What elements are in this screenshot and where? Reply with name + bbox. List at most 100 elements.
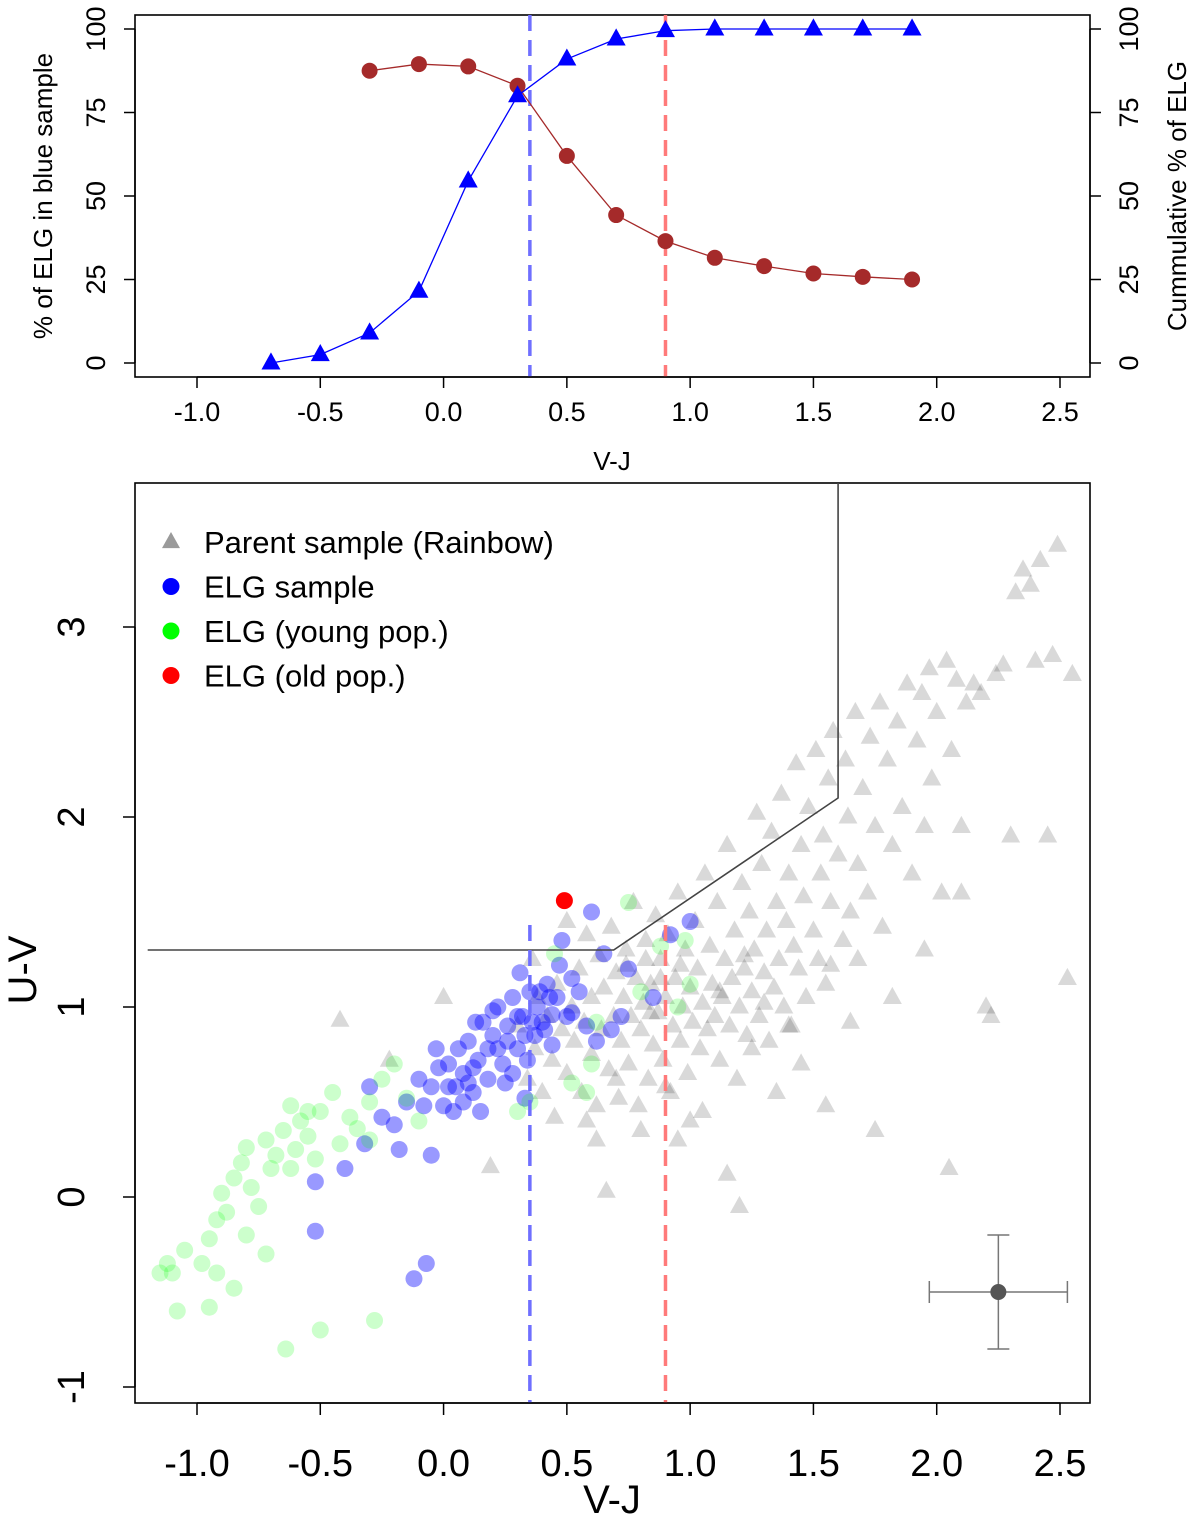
top-series-point (655, 20, 675, 38)
top-y-tick-label: 75 (81, 97, 111, 127)
parent-sample-point (1057, 967, 1077, 985)
parent-sample-point (582, 1043, 602, 1061)
elg-young-point (225, 1169, 243, 1187)
top-axes: -1.0 -0.5 0.0 0.5 1.0 1.5 2.0 2.5 0 0 25 25 50 50 75 75… (81, 6, 1144, 427)
parent-sample-point (939, 1157, 959, 1175)
parent-sample-point (912, 682, 932, 700)
bottom-y-tick-label: -1 (51, 1370, 93, 1404)
elg-point (538, 975, 556, 993)
parent-sample-point (683, 1011, 703, 1029)
top-series-point (805, 265, 822, 282)
parent-sample-point (754, 992, 774, 1010)
legend-marker-1 (162, 578, 180, 595)
series-3 (555, 892, 573, 910)
elg-point (435, 1097, 453, 1115)
parent-sample-point (811, 863, 831, 881)
parent-sample-point (725, 920, 745, 938)
parent-sample-point (771, 783, 791, 801)
parent-sample-point (527, 986, 547, 1004)
elg-point (405, 1270, 423, 1288)
bottom-y-tick-label: 0 (51, 1186, 93, 1207)
parent-sample-point (692, 992, 712, 1010)
parent-sample-point (623, 891, 643, 909)
parent-sample-point (951, 882, 971, 900)
elg-young-point (232, 1154, 250, 1172)
parent-sample-point (582, 986, 602, 1004)
parent-sample-point (604, 1005, 624, 1023)
parent-sample-point (616, 954, 636, 972)
top-series-point (754, 18, 774, 36)
top-series-point (458, 170, 478, 188)
top-series-point (705, 18, 725, 36)
elg-point (422, 1078, 440, 1096)
elg-point (509, 1008, 527, 1025)
parent-sample-point (673, 996, 693, 1014)
parent-sample-point (749, 1005, 769, 1023)
elg-point (523, 1013, 541, 1031)
bottom-x-tick-label: 1.0 (664, 1443, 717, 1485)
elg-young-point (578, 1084, 596, 1101)
elg-point (444, 1103, 462, 1120)
parent-sample-point (379, 1049, 399, 1067)
parent-sample-point (971, 682, 991, 700)
parent-sample-point (569, 958, 589, 976)
parent-sample-point (722, 967, 742, 985)
parent-sample-point (668, 1129, 688, 1147)
elg-young-point (583, 1055, 601, 1073)
elg-young-point (311, 1321, 329, 1339)
top-series-line-1 (270, 28, 913, 364)
parent-sample-point (557, 1062, 577, 1080)
parent-sample-point (712, 986, 732, 1004)
parent-sample-point (1038, 825, 1058, 843)
parent-sample-point (680, 977, 700, 995)
parent-sample-point (872, 916, 892, 934)
parent-sample-point (692, 1100, 712, 1118)
parent-sample-point (727, 1068, 747, 1086)
elg-young-point (311, 1103, 329, 1120)
parent-sample-point (737, 1024, 757, 1042)
elg-point (474, 1013, 492, 1031)
parent-sample-point (840, 901, 860, 919)
parent-sample-point (865, 815, 885, 833)
top-y-tick-label: 50 (81, 181, 111, 211)
parent-sample-point (717, 834, 737, 852)
parent-sample-point (789, 958, 809, 976)
elg-point (496, 1074, 514, 1092)
parent-sample-point (626, 967, 646, 985)
elg-young-point (361, 1093, 379, 1111)
parent-sample-point (816, 1095, 836, 1113)
parent-sample-point (596, 1180, 616, 1198)
parent-sample-point (631, 1019, 651, 1037)
series-0 (330, 534, 1082, 1213)
parent-sample-point (678, 1062, 698, 1080)
parent-sample-point (734, 945, 754, 963)
elg-point (548, 989, 566, 1006)
elg-young-point (200, 1230, 218, 1248)
parent-sample-point (816, 973, 836, 991)
parent-sample-point (752, 853, 772, 871)
top-series-point (557, 48, 577, 66)
parent-sample-point (892, 796, 912, 814)
top-series-point (410, 56, 427, 73)
parent-sample-point (858, 882, 878, 900)
elg-point (509, 1040, 527, 1058)
parent-sample-point (1025, 650, 1045, 668)
top-x-tick-label: 1.5 (795, 397, 833, 427)
top-y2-tick-label: 25 (1114, 264, 1144, 294)
elg-point (528, 998, 546, 1016)
parent-sample-point (764, 977, 784, 995)
parent-sample-point (779, 863, 799, 881)
parent-sample-point (791, 834, 811, 852)
elg-young-point (176, 1241, 194, 1259)
elg-point (602, 1021, 620, 1039)
bottom-x-tick-label: -1.0 (164, 1443, 229, 1485)
parent-sample-point (606, 962, 626, 980)
elg-young-point (200, 1298, 218, 1316)
parent-sample-point (619, 1053, 638, 1071)
parent-sample-point (532, 1081, 552, 1099)
parent-sample-point (655, 986, 675, 1004)
elg-young-point (546, 945, 564, 963)
elg-young-point (348, 1120, 366, 1138)
elg-point (681, 913, 699, 930)
elg-young-point (274, 1122, 292, 1139)
